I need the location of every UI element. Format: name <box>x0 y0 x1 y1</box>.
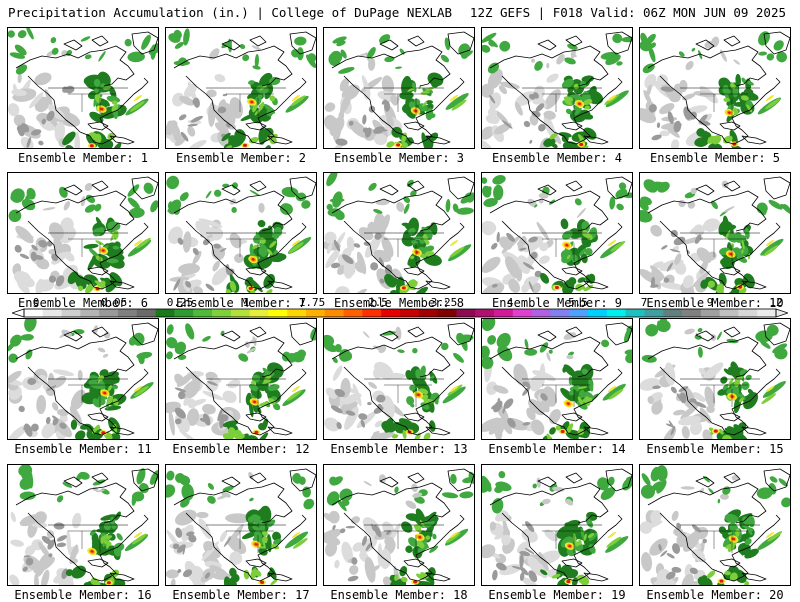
colorbar-tick-label: 9 <box>707 297 714 309</box>
colorbar-swatch <box>24 309 44 317</box>
colorbar-swatch <box>400 309 420 317</box>
precipitation-map <box>7 318 159 440</box>
colorbar-swatch <box>306 309 326 317</box>
colorbar-tick-label: 4 <box>507 297 514 309</box>
ensemble-member-label: Ensemble Member: 10 <box>646 296 784 310</box>
ensemble-member-label: Ensemble Member: 6 <box>17 296 149 310</box>
colorbar-swatch <box>569 309 589 317</box>
colorbar-swatch <box>193 309 213 317</box>
ensemble-member-label: Ensemble Member: 8 <box>333 296 465 310</box>
colorbar-swatch <box>738 309 758 317</box>
colorbar-swatch <box>475 309 495 317</box>
ensemble-member-label: Ensemble Member: 13 <box>330 442 468 456</box>
colorbar-left-arrow <box>10 308 25 318</box>
ensemble-member-label: Ensemble Member: 14 <box>488 442 626 456</box>
precipitation-map <box>7 172 159 294</box>
colorbar-swatch <box>80 309 100 317</box>
ensemble-member-label: Ensemble Member: 19 <box>488 588 626 602</box>
precipitation-map <box>7 464 159 586</box>
colorbar-right-arrow <box>775 308 790 318</box>
colorbar-swatch <box>456 309 476 317</box>
map-title: Precipitation Accumulation (in.) | Colle… <box>8 5 453 20</box>
precipitation-map <box>165 27 317 149</box>
colorbar-tick-label: 1 <box>243 297 250 309</box>
precipitation-map <box>481 27 633 149</box>
colorbar-swatch <box>663 309 683 317</box>
colorbar-tick-label: 0 <box>33 297 40 309</box>
run-info: 12Z GEFS | F018 Valid: 06Z MON JUN 09 20… <box>469 5 786 20</box>
ensemble-member-label: Ensemble Member: 12 <box>172 442 310 456</box>
colorbar-swatch <box>682 309 702 317</box>
precipitation-map <box>7 27 159 149</box>
colorbar-swatch <box>324 309 345 317</box>
colorbar-swatch <box>249 309 269 317</box>
colorbar-swatch <box>625 309 645 317</box>
precipitation-map <box>639 318 791 440</box>
precipitation-map <box>639 172 791 294</box>
colorbar-swatch <box>381 309 401 317</box>
precipitation-colorbar: 0 0.05 0.25 1 1.75 2.5 3.25 4 5.5 7 9 12 <box>10 296 790 321</box>
precipitation-map <box>165 172 317 294</box>
precipitation-map <box>639 464 791 586</box>
colorbar-swatch <box>437 309 457 317</box>
colorbar-swatch <box>230 309 251 317</box>
colorbar-tick-label: 3.25 <box>431 297 458 309</box>
precipitation-map <box>481 318 633 440</box>
colorbar-swatch <box>268 309 288 317</box>
precipitation-map <box>639 27 791 149</box>
colorbar-swatch <box>42 309 63 317</box>
ensemble-member-label: Ensemble Member: 1 <box>17 151 149 165</box>
precipitation-map <box>481 464 633 586</box>
colorbar-swatch <box>155 309 175 317</box>
colorbar-swatch <box>644 309 664 317</box>
colorbar-swatch <box>700 309 721 317</box>
colorbar-swatch <box>136 309 157 317</box>
colorbar-swatch <box>606 309 627 317</box>
ensemble-member-label: Ensemble Member: 15 <box>646 442 784 456</box>
ensemble-member-label: Ensemble Member: 20 <box>646 588 784 602</box>
ensemble-member-label: Ensemble Member: 17 <box>172 588 310 602</box>
colorbar-swatch <box>362 309 382 317</box>
colorbar-tick-label: 0.25 <box>167 297 194 309</box>
ensemble-member-label: Ensemble Member: 16 <box>14 588 152 602</box>
precipitation-map <box>323 27 475 149</box>
ensemble-member-label: Ensemble Member: 9 <box>491 296 623 310</box>
precipitation-map <box>165 464 317 586</box>
colorbar-tick-label: 12 <box>769 297 782 309</box>
ensemble-member-label: Ensemble Member: 3 <box>333 151 465 165</box>
precipitation-map <box>165 318 317 440</box>
colorbar-swatch <box>550 309 570 317</box>
ensemble-member-label: Ensemble Member: 5 <box>649 151 781 165</box>
ensemble-member-label: Ensemble Member: 2 <box>175 151 307 165</box>
ensemble-member-label: Ensemble Member: 18 <box>330 588 468 602</box>
colorbar-swatch <box>287 309 307 317</box>
colorbar-swatch <box>512 309 533 317</box>
ensemble-member-label: Ensemble Member: 7 <box>175 296 307 310</box>
colorbar-tick-label: 1.75 <box>299 297 326 309</box>
precipitation-map <box>481 172 633 294</box>
colorbar-swatch <box>343 309 363 317</box>
colorbar-swatch <box>61 309 81 317</box>
colorbar-swatch <box>757 309 777 317</box>
colorbar-tick-label: 7 <box>641 297 648 309</box>
colorbar-swatch <box>531 309 551 317</box>
ensemble-member-label: Ensemble Member: 11 <box>14 442 152 456</box>
colorbar-tick-label: 5.5 <box>568 297 588 309</box>
colorbar-swatch <box>212 309 232 317</box>
colorbar-tick-label: 2.5 <box>368 297 388 309</box>
precipitation-map <box>323 464 475 586</box>
precipitation-map <box>323 172 475 294</box>
colorbar-tick-label: 0.05 <box>101 297 128 309</box>
ensemble-member-label: Ensemble Member: 4 <box>491 151 623 165</box>
colorbar-swatch <box>118 309 138 317</box>
colorbar-swatch <box>174 309 194 317</box>
colorbar-swatch <box>719 309 739 317</box>
colorbar-swatch <box>418 309 439 317</box>
colorbar-swatch <box>494 309 514 317</box>
colorbar-swatch <box>588 309 608 317</box>
precipitation-map <box>323 318 475 440</box>
colorbar-swatch <box>99 309 119 317</box>
